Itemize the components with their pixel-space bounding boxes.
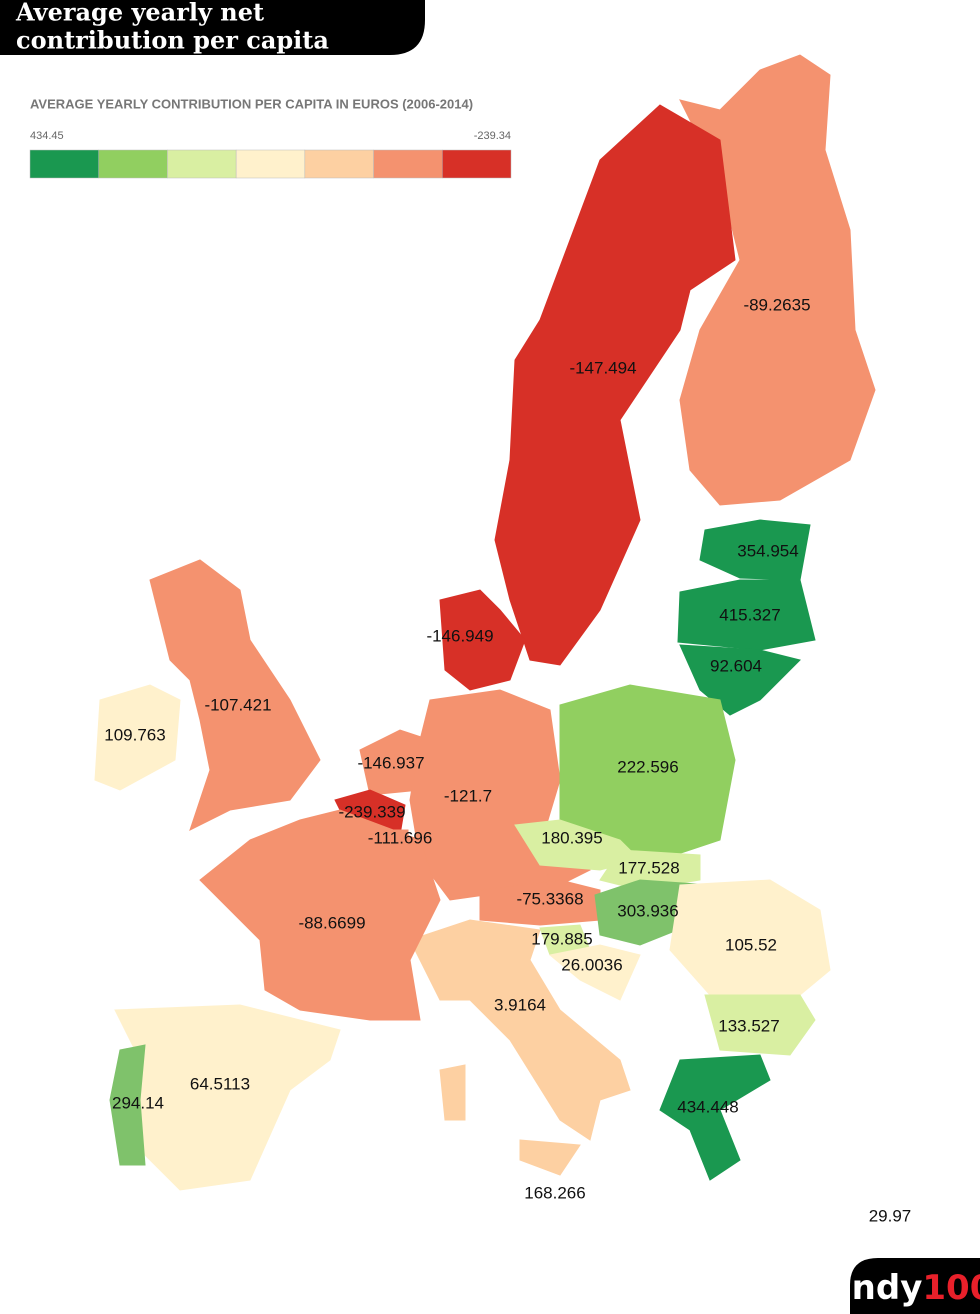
region: [439, 589, 526, 691]
region-label: 354.954: [737, 541, 798, 560]
region-label: -88.6699: [298, 913, 365, 932]
region-label: -111.696: [368, 828, 433, 847]
legend-swatch: [442, 149, 512, 179]
region-label: 29.97: [869, 1206, 912, 1225]
region: [669, 879, 831, 996]
region-label: 105.52: [725, 935, 777, 954]
region-label: 109.763: [104, 725, 165, 744]
logo-box: [850, 1258, 980, 1314]
header-title: Average yearly net: [15, 0, 264, 27]
region-label: 415.327: [719, 605, 780, 624]
legend-max: -239.34: [474, 130, 511, 142]
region: [704, 994, 816, 1056]
header-title: contribution per capita: [16, 26, 329, 55]
region: [679, 54, 876, 506]
region-label: -107.421: [204, 695, 271, 714]
region: [439, 1064, 466, 1121]
region: [149, 559, 321, 831]
region-label: 168.266: [524, 1183, 585, 1202]
region: [109, 1044, 146, 1166]
region-label: 294.14: [112, 1093, 164, 1112]
region: [94, 684, 181, 791]
logo-part: indy: [840, 1268, 922, 1308]
region-label: -89.2635: [743, 295, 810, 314]
legend-swatch: [304, 149, 374, 179]
region-label: 26.0036: [561, 955, 622, 974]
legend-swatch: [373, 149, 443, 179]
region-label: 92.604: [710, 656, 762, 675]
region-label: 179.885: [531, 929, 592, 948]
legend-min: 434.45: [30, 130, 64, 142]
region: [659, 1054, 771, 1181]
region-label: -147.494: [569, 358, 636, 377]
region: [494, 104, 736, 666]
region-label: 3.9164: [494, 995, 546, 1014]
region-label: 434.448: [677, 1097, 738, 1116]
region-label: 64.5113: [190, 1074, 250, 1093]
region-label: 180.395: [541, 828, 602, 847]
region-label: -121.7: [444, 786, 492, 805]
region-label: 303.936: [617, 901, 678, 920]
logo-part: 100: [922, 1268, 980, 1308]
region-label: 177.528: [618, 858, 679, 877]
region: [679, 644, 801, 716]
region-label: -239.339: [338, 802, 405, 821]
region-label: -146.937: [357, 753, 424, 772]
legend-swatch: [235, 149, 306, 179]
logo: indy100: [840, 1268, 980, 1308]
region: [409, 919, 631, 1141]
region-label: 222.596: [617, 757, 678, 776]
legend-title: AVERAGE YEARLY CONTRIBUTION PER CAPITA I…: [30, 96, 473, 111]
region-label: -75.3368: [516, 889, 583, 908]
regions: [94, 54, 876, 1191]
region-labels: -89.2635 -147.494 354.954 415.327 92.604 -146…: [104, 295, 911, 1225]
region: [519, 1139, 581, 1176]
region-label: 133.527: [718, 1016, 779, 1035]
legend-bar: [29, 149, 512, 179]
header-box: [0, 0, 425, 55]
legend-swatch: [167, 149, 237, 179]
region: [548, 944, 641, 1001]
legend-swatch: [98, 149, 168, 179]
region: [677, 579, 816, 651]
legend-swatch: [29, 149, 99, 179]
region-label: -146.949: [426, 626, 493, 645]
region: [199, 809, 441, 1021]
